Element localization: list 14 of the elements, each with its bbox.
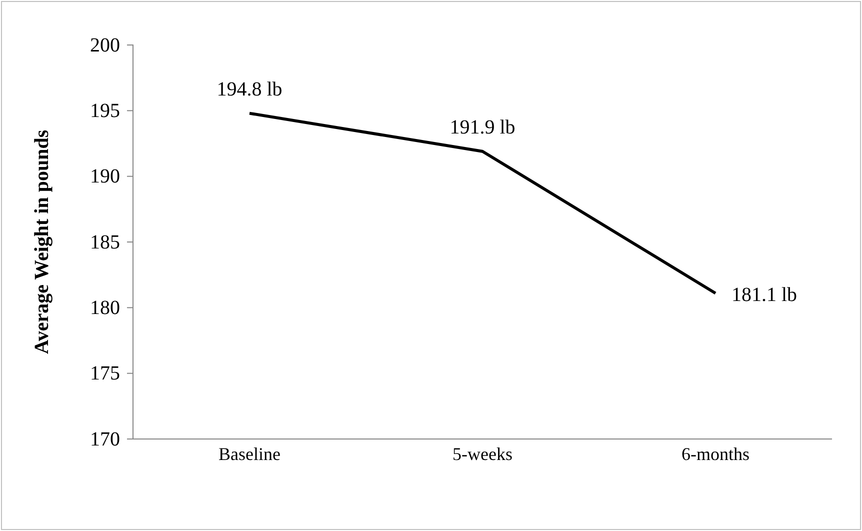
y-tick-label: 195: [90, 100, 120, 122]
y-tick-label: 170: [90, 428, 120, 450]
y-tick-label: 185: [90, 231, 120, 254]
y-tick-label: 190: [90, 166, 120, 188]
x-tick-label: 5-weeks: [452, 444, 512, 464]
y-tick-label: 175: [90, 362, 120, 385]
y-axis-title: Average Weight in pounds: [31, 130, 53, 354]
y-tick-label: 200: [90, 34, 120, 56]
data-label: 194.8 lb: [216, 78, 282, 100]
data-label: 191.9 lb: [450, 116, 516, 138]
x-tick-label: 6-months: [681, 444, 750, 464]
y-tick-label: 180: [90, 297, 120, 320]
x-tick-label: Baseline: [218, 444, 280, 464]
data-label: 181.1 lb: [732, 284, 798, 306]
